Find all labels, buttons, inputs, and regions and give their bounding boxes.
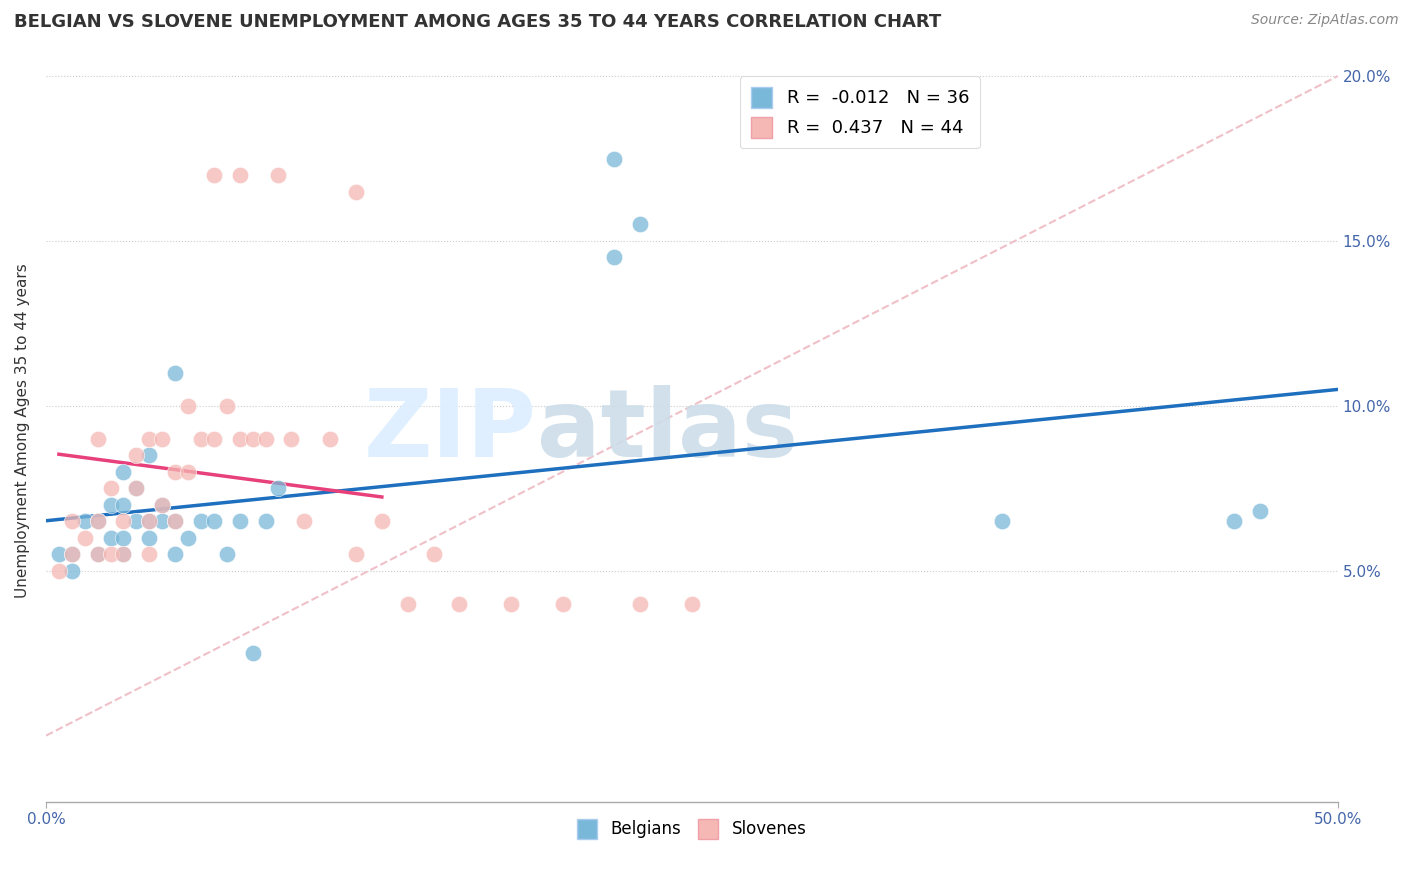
Point bbox=[138, 514, 160, 528]
Point bbox=[112, 547, 135, 561]
Point bbox=[1249, 504, 1271, 518]
Point bbox=[165, 465, 187, 479]
Point bbox=[202, 514, 225, 528]
Point bbox=[48, 564, 70, 578]
Point bbox=[254, 432, 277, 446]
Point bbox=[628, 218, 651, 232]
Text: BELGIAN VS SLOVENE UNEMPLOYMENT AMONG AGES 35 TO 44 YEARS CORRELATION CHART: BELGIAN VS SLOVENE UNEMPLOYMENT AMONG AG… bbox=[14, 13, 941, 31]
Point bbox=[449, 597, 471, 611]
Point bbox=[165, 514, 187, 528]
Point bbox=[229, 514, 252, 528]
Point bbox=[112, 465, 135, 479]
Point bbox=[165, 366, 187, 380]
Text: ZIP: ZIP bbox=[364, 384, 537, 476]
Point bbox=[125, 448, 148, 462]
Point bbox=[202, 168, 225, 182]
Point bbox=[292, 514, 315, 528]
Point bbox=[254, 514, 277, 528]
Point bbox=[112, 531, 135, 545]
Point bbox=[190, 514, 212, 528]
Point bbox=[73, 531, 96, 545]
Point bbox=[215, 399, 238, 413]
Point bbox=[150, 432, 173, 446]
Point bbox=[60, 547, 83, 561]
Point bbox=[422, 547, 444, 561]
Point bbox=[125, 514, 148, 528]
Point bbox=[125, 481, 148, 495]
Point bbox=[215, 547, 238, 561]
Point bbox=[551, 597, 574, 611]
Point bbox=[344, 547, 367, 561]
Point bbox=[267, 168, 290, 182]
Point bbox=[628, 597, 651, 611]
Point bbox=[112, 498, 135, 512]
Point bbox=[138, 514, 160, 528]
Point bbox=[991, 514, 1014, 528]
Point bbox=[112, 514, 135, 528]
Point bbox=[229, 432, 252, 446]
Legend: Belgians, Slovenes: Belgians, Slovenes bbox=[571, 813, 813, 846]
Point bbox=[371, 514, 394, 528]
Point bbox=[48, 547, 70, 561]
Point bbox=[138, 432, 160, 446]
Point bbox=[150, 498, 173, 512]
Point bbox=[86, 514, 108, 528]
Point bbox=[60, 547, 83, 561]
Point bbox=[150, 498, 173, 512]
Point bbox=[60, 514, 83, 528]
Point bbox=[344, 185, 367, 199]
Y-axis label: Unemployment Among Ages 35 to 44 years: Unemployment Among Ages 35 to 44 years bbox=[15, 263, 30, 598]
Point bbox=[60, 564, 83, 578]
Point bbox=[319, 432, 342, 446]
Point bbox=[177, 531, 200, 545]
Point bbox=[100, 498, 122, 512]
Point bbox=[100, 547, 122, 561]
Point bbox=[267, 481, 290, 495]
Point bbox=[86, 547, 108, 561]
Point bbox=[603, 152, 626, 166]
Point bbox=[242, 432, 264, 446]
Point bbox=[100, 481, 122, 495]
Text: Source: ZipAtlas.com: Source: ZipAtlas.com bbox=[1251, 13, 1399, 28]
Point bbox=[73, 514, 96, 528]
Point bbox=[86, 514, 108, 528]
Point bbox=[138, 547, 160, 561]
Point bbox=[100, 531, 122, 545]
Text: atlas: atlas bbox=[537, 384, 797, 476]
Point bbox=[86, 432, 108, 446]
Point bbox=[86, 547, 108, 561]
Point bbox=[242, 646, 264, 660]
Point bbox=[112, 547, 135, 561]
Point bbox=[603, 251, 626, 265]
Point bbox=[165, 514, 187, 528]
Point bbox=[202, 432, 225, 446]
Point bbox=[499, 597, 522, 611]
Point bbox=[138, 531, 160, 545]
Point bbox=[177, 399, 200, 413]
Point bbox=[190, 432, 212, 446]
Point bbox=[177, 465, 200, 479]
Point bbox=[229, 168, 252, 182]
Point bbox=[681, 597, 703, 611]
Point bbox=[125, 481, 148, 495]
Point bbox=[280, 432, 302, 446]
Point bbox=[165, 547, 187, 561]
Point bbox=[396, 597, 419, 611]
Point bbox=[1223, 514, 1246, 528]
Point bbox=[138, 448, 160, 462]
Point bbox=[150, 514, 173, 528]
